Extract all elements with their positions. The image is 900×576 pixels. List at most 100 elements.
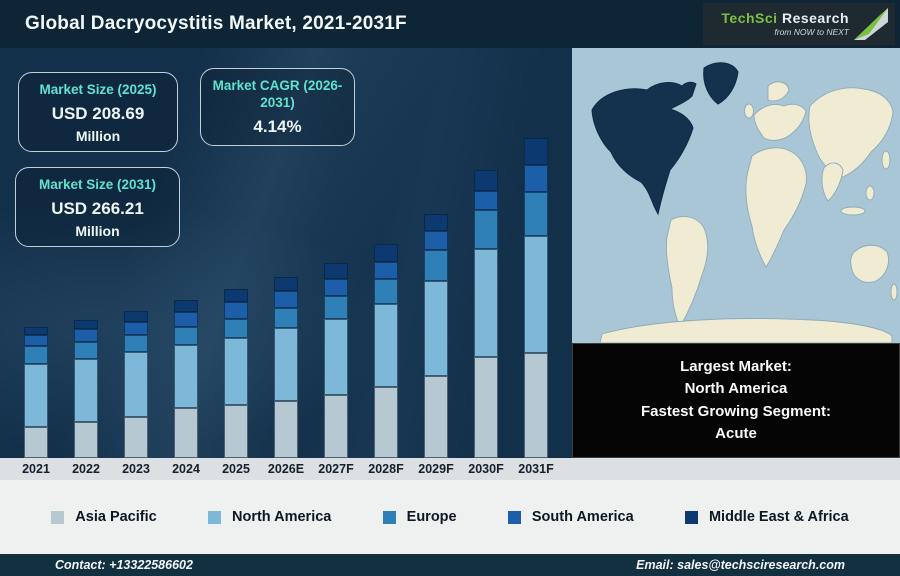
x-axis-label: 2027F <box>318 462 354 476</box>
bar-segment <box>424 281 448 376</box>
stacked-bar-2024 <box>174 300 198 458</box>
logo-tagline: from NOW to NEXT <box>774 26 849 37</box>
stacked-bar-2028F <box>374 244 398 458</box>
bar-segment <box>174 300 198 312</box>
bar-segment <box>74 320 98 329</box>
legend-item: Middle East & Africa <box>684 509 849 525</box>
bar-segment <box>174 327 198 345</box>
bar-segment <box>274 277 298 291</box>
bar-segment <box>324 319 348 395</box>
logo-brand-secondary: Research <box>781 10 849 27</box>
legend-swatch-icon <box>382 510 396 524</box>
bar-segment <box>224 338 248 405</box>
bar-segment <box>374 387 398 458</box>
bar-segment <box>174 312 198 327</box>
legend-label: North America <box>231 509 332 525</box>
bar-segment <box>524 192 548 236</box>
techsci-logo-brand: TechSci Research <box>721 11 849 26</box>
stat-label: Market Size (2025) <box>39 82 157 97</box>
bar-segment <box>424 214 448 231</box>
callout-line: Largest Market: <box>680 357 792 375</box>
stacked-bar-2025 <box>224 289 248 458</box>
bar-segment <box>124 322 148 335</box>
map-region-asia <box>808 87 894 179</box>
techsci-logo-text: TechSci Research from NOW to NEXT <box>721 11 849 37</box>
legend-swatch-icon <box>507 510 521 524</box>
bar-segment <box>324 296 348 319</box>
stacked-bar-2022 <box>74 320 98 458</box>
map-region-indonesia <box>840 206 866 216</box>
bar-segment <box>474 170 498 191</box>
map-region-europe <box>753 103 807 141</box>
bar-segment <box>474 210 498 249</box>
map-region-uk <box>744 103 754 119</box>
stacked-bar-2026E <box>274 277 298 458</box>
bar-segment <box>374 304 398 387</box>
bar-segment <box>274 401 298 458</box>
bar-segment <box>74 422 98 458</box>
world-map-image <box>572 48 900 344</box>
bar-segment <box>124 335 148 352</box>
footer-bar: Contact: +13322586602 Email: sales@techs… <box>0 554 900 576</box>
bar-segment <box>24 346 48 364</box>
logo-brand-primary: TechSci <box>721 10 778 27</box>
legend-item: Asia Pacific <box>51 509 157 525</box>
stat-value: USD 266.21 <box>51 198 144 218</box>
techsci-logo: TechSci Research from NOW to NEXT <box>703 3 895 45</box>
callout-line: Fastest Growing Segment: <box>640 402 832 420</box>
x-axis-label: 2030F <box>468 462 504 476</box>
map-region-africa <box>745 147 807 268</box>
bar-segment <box>524 165 548 192</box>
bar-segment <box>424 250 448 281</box>
bar-segment <box>274 291 298 308</box>
legend-swatch-icon <box>684 510 698 524</box>
bar-segment <box>324 263 348 279</box>
x-axis-label: 2031F <box>518 462 554 476</box>
legend-swatch-icon <box>51 510 65 524</box>
stacked-bar-2027F <box>324 263 348 458</box>
bar-segment <box>524 236 548 353</box>
bar-segment <box>124 417 148 458</box>
bar-segment <box>24 364 48 427</box>
bar-segment <box>24 427 48 458</box>
stacked-bar-2031F <box>524 138 548 458</box>
legend-strip: Asia Pacific North America Europe South Ame… <box>0 480 900 554</box>
stacked-bar-2030F <box>474 170 498 458</box>
bar-segment <box>374 244 398 262</box>
stacked-bar-2029F <box>424 214 448 458</box>
x-axis-label: 2022 <box>72 462 100 476</box>
stat-box-market-cagr: Market CAGR (2026-2031) 4.14% <box>200 68 355 146</box>
bar-segment <box>324 395 348 458</box>
bar-segment <box>74 359 98 422</box>
legend-item: North America <box>207 509 332 525</box>
legend-label: South America <box>531 509 634 525</box>
map-region-scandinavia <box>767 81 790 102</box>
bar-segment <box>224 405 248 458</box>
world-map <box>572 48 900 344</box>
map-region-north-america <box>591 81 697 216</box>
footer-email: Email: sales@techsciresearch.com <box>636 558 845 572</box>
map-region-philippines <box>865 185 875 201</box>
bar-segment <box>374 279 398 304</box>
stacked-bar-2023 <box>124 311 148 458</box>
map-region-india <box>821 162 844 202</box>
bar-segment <box>324 279 348 296</box>
bar-segment <box>24 335 48 346</box>
callout-line: North America <box>684 380 788 397</box>
stat-box-market-size-2025: Market Size (2025) USD 208.69 Million <box>18 72 178 152</box>
page-title: Global Dacryocystitis Market, 2021-2031F <box>25 13 407 34</box>
stat-unit: Million <box>75 222 120 239</box>
x-axis-label: 2021 <box>22 462 50 476</box>
bar-segment <box>74 329 98 342</box>
legend-swatch-icon <box>207 510 221 524</box>
map-region-south-america <box>665 216 709 328</box>
x-axis-labels: 2021 2022 2023 2024 2025 2026E 2027F 2028F 2029F… <box>0 458 900 480</box>
map-region-australia <box>850 244 889 283</box>
map-region-new-zealand <box>890 283 898 301</box>
map-region-antarctica <box>599 318 893 344</box>
bar-segment <box>24 327 48 335</box>
x-axis-label: 2028F <box>368 462 404 476</box>
bar-segment <box>174 408 198 458</box>
map-region-greenland <box>703 62 739 105</box>
legend-label: Middle East & Africa <box>708 509 849 525</box>
